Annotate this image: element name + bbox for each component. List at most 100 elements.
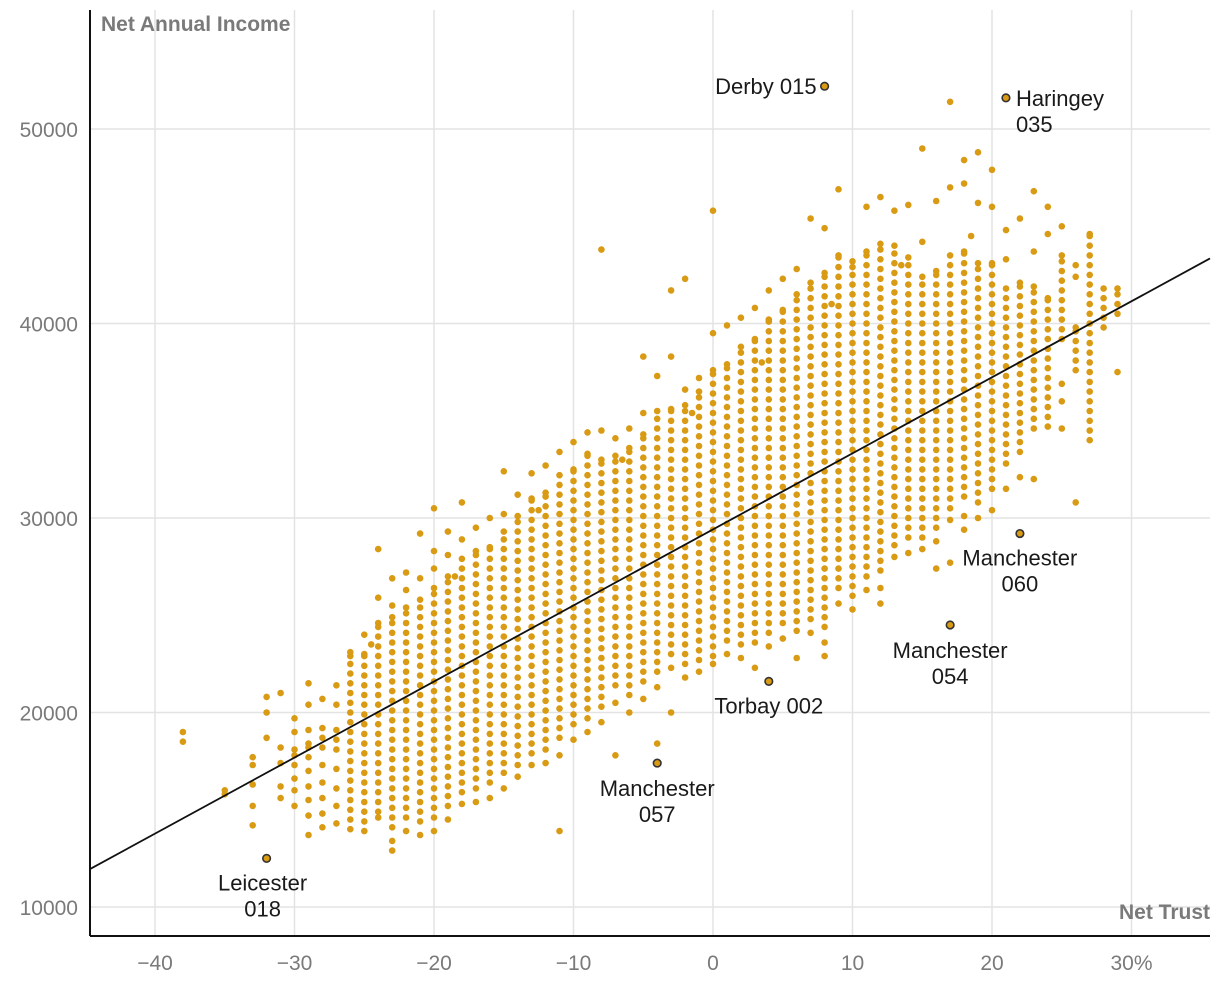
data-point xyxy=(486,779,494,786)
data-point xyxy=(821,224,828,232)
data-point xyxy=(1030,425,1038,432)
data-point xyxy=(1016,302,1024,310)
data-point xyxy=(347,718,354,726)
data-point xyxy=(584,685,591,693)
data-point xyxy=(905,368,912,376)
data-point xyxy=(653,740,661,747)
data-point xyxy=(891,259,898,267)
data-point xyxy=(932,329,940,337)
data-point xyxy=(779,503,787,510)
data-point xyxy=(653,551,661,559)
data-point xyxy=(863,320,870,327)
data-point xyxy=(472,551,480,559)
data-point xyxy=(1058,287,1066,294)
data-point xyxy=(333,682,340,689)
data-point xyxy=(388,717,396,724)
data-point xyxy=(514,586,521,594)
data-point xyxy=(877,314,884,322)
data-point xyxy=(709,477,717,485)
data-point xyxy=(695,423,703,430)
data-point xyxy=(556,510,563,518)
data-point xyxy=(653,503,661,510)
data-point xyxy=(556,617,563,625)
data-point xyxy=(821,341,828,349)
data-point xyxy=(653,473,661,481)
data-point xyxy=(751,590,759,598)
data-point xyxy=(807,382,814,390)
data-point xyxy=(1030,396,1038,403)
data-point xyxy=(444,588,452,596)
data-point xyxy=(835,516,842,524)
data-point xyxy=(821,639,828,646)
data-point xyxy=(1030,415,1038,423)
data-point xyxy=(347,796,354,804)
data-point xyxy=(612,652,619,660)
data-point xyxy=(737,446,745,454)
data-point xyxy=(919,368,926,376)
data-point xyxy=(863,456,870,464)
data-point xyxy=(486,672,494,679)
data-point xyxy=(835,600,842,607)
data-point xyxy=(430,590,438,598)
data-point xyxy=(751,473,759,481)
data-point xyxy=(402,717,410,724)
data-point xyxy=(486,691,494,699)
data-point xyxy=(626,477,633,485)
data-point xyxy=(1030,283,1038,290)
data-point xyxy=(556,471,563,479)
data-point xyxy=(640,678,647,685)
data-point xyxy=(458,604,466,611)
data-point xyxy=(458,672,466,679)
data-point xyxy=(584,617,591,625)
data-point xyxy=(1086,310,1093,318)
data-point xyxy=(486,565,494,572)
data-point xyxy=(765,425,773,432)
data-point xyxy=(891,386,898,393)
data-point xyxy=(709,329,717,337)
data-point xyxy=(723,540,731,547)
data-point xyxy=(598,508,605,516)
data-point xyxy=(932,291,940,298)
data-point xyxy=(402,827,410,835)
data-point xyxy=(388,755,396,763)
data-point xyxy=(835,506,842,514)
data-point xyxy=(556,715,563,722)
data-point xyxy=(458,682,466,689)
data-point xyxy=(835,584,842,592)
data-point xyxy=(723,530,731,537)
data-point xyxy=(361,798,368,806)
data-point xyxy=(528,691,535,699)
data-point xyxy=(709,555,717,563)
data-point xyxy=(821,283,828,290)
data-point xyxy=(402,678,410,685)
highlighted-point xyxy=(1015,528,1025,539)
data-point xyxy=(877,275,884,283)
data-point xyxy=(737,631,745,638)
data-point xyxy=(653,454,661,462)
data-point xyxy=(681,446,689,454)
data-point xyxy=(765,415,773,423)
data-point xyxy=(1058,425,1066,432)
data-point xyxy=(263,693,270,701)
data-point xyxy=(709,565,717,572)
data-point xyxy=(807,615,814,623)
data-point xyxy=(681,674,689,681)
data-point xyxy=(528,565,535,572)
data-point xyxy=(1044,364,1052,372)
data-point xyxy=(584,705,591,712)
data-point xyxy=(974,324,982,331)
data-point xyxy=(807,567,814,574)
data-point xyxy=(946,98,954,106)
data-point xyxy=(458,575,466,582)
data-point xyxy=(877,343,884,351)
data-point xyxy=(319,744,326,751)
data-point xyxy=(570,691,577,699)
data-point xyxy=(821,458,828,465)
data-point xyxy=(751,610,759,617)
data-point xyxy=(681,417,689,425)
data-point xyxy=(737,368,745,376)
data-point xyxy=(737,495,745,502)
data-point xyxy=(835,293,842,300)
data-point xyxy=(863,281,870,288)
data-point xyxy=(737,388,745,395)
